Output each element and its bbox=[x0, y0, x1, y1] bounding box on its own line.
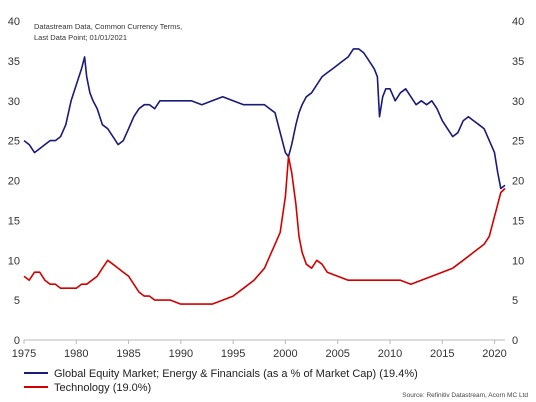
y-tick-label-left: 0 bbox=[14, 335, 20, 347]
y-tick-label-left: 15 bbox=[8, 215, 20, 227]
series-lines bbox=[23, 48, 506, 305]
x-tick-label: 1975 bbox=[12, 348, 36, 360]
x-tick-label: 1995 bbox=[221, 348, 245, 360]
series-line-technology bbox=[23, 155, 506, 305]
y-tick-label-left: 35 bbox=[8, 56, 20, 68]
x-tick-label: 2020 bbox=[482, 348, 506, 360]
y-tick-label-left: 30 bbox=[8, 96, 20, 108]
y-tick-label-right: 0 bbox=[512, 335, 518, 347]
chart-note-line-1: Datastream Data, Common Currency Terms, bbox=[34, 22, 182, 31]
y-tick-label-right: 10 bbox=[512, 255, 524, 267]
source-note: Source: Refinitiv Datastream, Acorn MC L… bbox=[402, 392, 528, 399]
x-tick-label: 2015 bbox=[430, 348, 454, 360]
y-tick-label-left: 20 bbox=[8, 176, 20, 188]
x-tick-label: 1980 bbox=[64, 348, 88, 360]
y-tick-label-right: 5 bbox=[512, 295, 518, 307]
y-tick-label-right: 20 bbox=[512, 176, 524, 188]
x-tick-label: 2010 bbox=[378, 348, 402, 360]
y-tick-label-right: 40 bbox=[512, 16, 524, 28]
y-tick-label-left: 25 bbox=[8, 136, 20, 148]
y-tick-label-right: 30 bbox=[512, 96, 524, 108]
x-tick-label: 1985 bbox=[116, 348, 140, 360]
series-line-energy-financials bbox=[23, 48, 506, 190]
x-tick-label: 2005 bbox=[325, 348, 349, 360]
y-tick-label-right: 15 bbox=[512, 215, 524, 227]
x-tick-label: 2000 bbox=[273, 348, 297, 360]
y-tick-label-left: 5 bbox=[14, 295, 20, 307]
chart-note-line-2: Last Data Point; 01/01/2021 bbox=[34, 33, 127, 42]
axes bbox=[23, 339, 505, 344]
y-tick-label-right: 25 bbox=[512, 136, 524, 148]
legend-label-technology: Technology (19.0%) bbox=[54, 382, 151, 394]
tick-labels: 1975 1980 1985 1990 1995 2000 2005 2010 2015 2020… bbox=[8, 16, 525, 360]
legend-label-energy-financials: Global Equity Market; Energy & Financial… bbox=[54, 368, 418, 380]
legend: Global Equity Market; Energy & Financial… bbox=[24, 368, 418, 394]
y-tick-label-left: 10 bbox=[8, 255, 20, 267]
y-tick-label-right: 35 bbox=[512, 56, 524, 68]
x-tick-label: 1990 bbox=[169, 348, 193, 360]
y-tick-label-left: 40 bbox=[8, 16, 20, 28]
